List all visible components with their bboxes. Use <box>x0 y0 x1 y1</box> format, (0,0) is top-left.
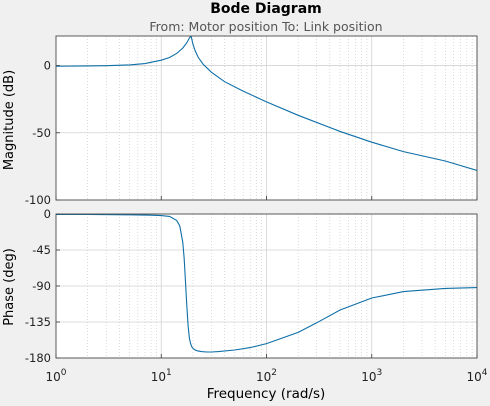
x-tick-exponent: 0 <box>61 368 67 378</box>
phase-axes-frame <box>55 213 478 359</box>
x-tick-base: 10 <box>466 370 481 384</box>
phase-y-tick-label: 0 <box>44 207 51 221</box>
phase-y-tick-label: -180 <box>25 351 51 365</box>
magnitude-series-line <box>56 36 477 171</box>
chart-title: Bode Diagram <box>210 1 322 17</box>
chart-subtitle: From: Motor position To: Link position <box>149 19 382 34</box>
x-tick-base: 10 <box>256 370 271 384</box>
x-tick-label: 104 <box>466 368 487 384</box>
phase-y-tick-label: -90 <box>32 279 51 293</box>
magnitude-y-tick-label: -50 <box>32 126 51 140</box>
x-tick-label: 103 <box>361 368 382 384</box>
x-tick-exponent: 2 <box>271 368 277 378</box>
x-tick-base: 10 <box>361 370 376 384</box>
magnitude-panel: 0 -50 -100 <box>25 35 478 207</box>
frequency-tick-labels: 100 101 102 103 104 <box>45 368 487 384</box>
frequency-axis-label: Frequency (rad/s) <box>207 386 326 402</box>
x-tick-exponent: 4 <box>482 368 488 378</box>
magnitude-axes-frame <box>55 35 478 201</box>
x-tick-label: 102 <box>256 368 277 384</box>
x-tick-base: 10 <box>151 370 166 384</box>
phase-y-tick-label: -45 <box>32 243 51 257</box>
x-tick-label: 100 <box>45 368 66 384</box>
x-tick-exponent: 1 <box>166 368 172 378</box>
phase-y-tick-label: -135 <box>25 315 51 329</box>
phase-panel: 0 -45 -90 -135 -180 <box>25 207 478 365</box>
phase-axis-label: Phase (deg) <box>2 248 17 326</box>
magnitude-y-tick-label: 0 <box>44 59 51 73</box>
phase-series-line <box>56 214 477 353</box>
magnitude-y-tick-label: -100 <box>25 193 51 207</box>
x-tick-label: 101 <box>151 368 172 384</box>
x-tick-exponent: 3 <box>377 368 383 378</box>
magnitude-axis-label: Magnitude (dB) <box>2 70 17 170</box>
x-tick-base: 10 <box>45 370 60 384</box>
